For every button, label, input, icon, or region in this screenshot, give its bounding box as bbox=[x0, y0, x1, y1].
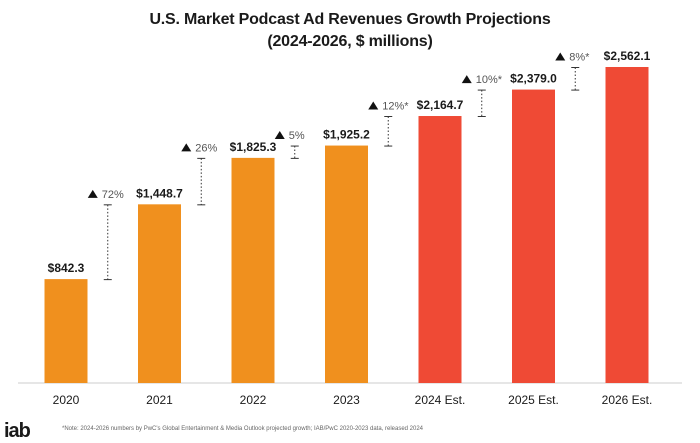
x-tick-label-2: 2022 bbox=[240, 393, 267, 407]
growth-label-1: 26% bbox=[195, 142, 217, 154]
footer: iab *Note: 2024-2026 numbers by PwC's Gl… bbox=[0, 418, 700, 442]
footnote: *Note: 2024-2026 numbers by PwC's Global… bbox=[62, 426, 424, 432]
growth-up-triangle-2 bbox=[274, 131, 285, 140]
bar-chart: $842.3 2020 $1,448.7 2021 $1,825.3 2022 $1,925… bbox=[18, 49, 682, 407]
value-label-4: $2,164.7 bbox=[417, 98, 464, 112]
bar-1 bbox=[138, 204, 181, 383]
growth-label-5: 8%* bbox=[569, 52, 590, 64]
x-tick-label-3: 2023 bbox=[333, 393, 360, 407]
value-label-5: $2,379.0 bbox=[510, 72, 557, 86]
growth-up-triangle-3 bbox=[368, 101, 379, 110]
x-tick-label-0: 2020 bbox=[53, 393, 80, 407]
iab-logo: iab bbox=[4, 420, 31, 442]
x-tick-label-4: 2024 Est. bbox=[415, 393, 466, 407]
growth-up-triangle-4 bbox=[461, 75, 472, 84]
growth-label-2: 5% bbox=[289, 130, 305, 142]
growth-label-3: 12%* bbox=[382, 101, 409, 113]
bar-4 bbox=[418, 116, 462, 383]
chart-subtitle: (2024-2026, $ millions) bbox=[267, 33, 433, 50]
growth-label-0: 72% bbox=[102, 189, 124, 201]
x-tick-label-1: 2021 bbox=[146, 393, 173, 407]
growth-up-triangle-5 bbox=[555, 52, 566, 61]
chart-title: U.S. Market Podcast Ad Revenues Growth P… bbox=[149, 11, 551, 28]
x-tick-label-6: 2026 Est. bbox=[602, 393, 653, 407]
value-label-3: $1,925.2 bbox=[323, 128, 370, 142]
value-label-2: $1,825.3 bbox=[230, 140, 277, 154]
value-label-0: $842.3 bbox=[48, 261, 85, 275]
bar-6 bbox=[605, 67, 649, 383]
bar-2 bbox=[231, 157, 275, 383]
growth-up-triangle-1 bbox=[181, 143, 192, 152]
bar-0 bbox=[44, 279, 88, 383]
x-tick-label-5: 2025 Est. bbox=[508, 393, 559, 407]
bar-5 bbox=[512, 89, 555, 383]
bar-3 bbox=[325, 145, 368, 383]
growth-label-4: 10%* bbox=[476, 74, 503, 86]
value-label-1: $1,448.7 bbox=[136, 186, 183, 200]
value-label-6: $2,562.1 bbox=[604, 49, 651, 63]
growth-up-triangle-0 bbox=[87, 189, 98, 198]
